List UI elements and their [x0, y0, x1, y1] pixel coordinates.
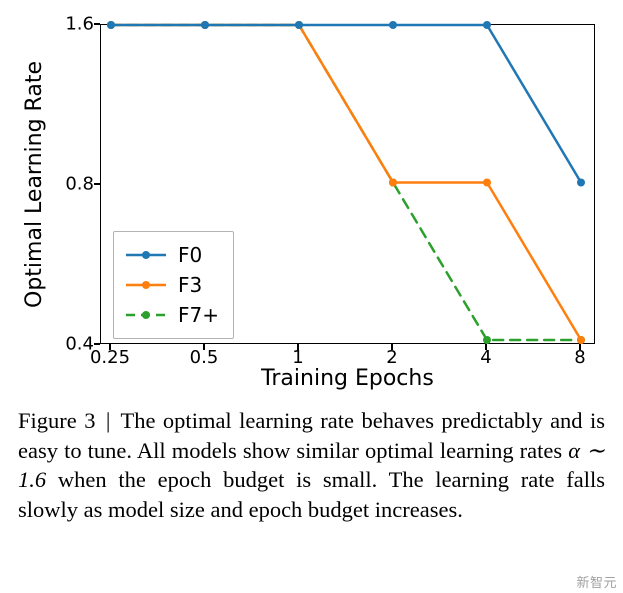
caption-label: Figure 3: [18, 408, 95, 433]
y-tick-mark: [94, 343, 100, 345]
x-tick-mark: [203, 344, 205, 350]
legend-label: F0: [178, 243, 202, 267]
x-tick-label: 1: [292, 347, 303, 368]
series-marker-F0: [295, 21, 303, 29]
y-tick-label: 0.4: [34, 333, 94, 354]
legend-swatch-icon: [124, 275, 168, 295]
legend-row-F7+: F7+: [124, 300, 219, 330]
x-tick-mark: [579, 344, 581, 350]
series-marker-F7+: [483, 336, 491, 344]
x-tick-label: 8: [574, 347, 585, 368]
x-tick-label: 4: [480, 347, 491, 368]
y-tick-mark: [94, 183, 100, 185]
x-tick-label: 0.5: [190, 347, 219, 368]
series-marker-F3: [483, 178, 491, 186]
caption-separator: |: [103, 408, 114, 433]
legend-label: F3: [178, 273, 202, 297]
legend-row-F0: F0: [124, 240, 219, 270]
figure-caption: Figure 3 | The optimal learning rate beh…: [18, 406, 605, 525]
legend-swatch-icon: [124, 305, 168, 325]
series-marker-F3: [389, 178, 397, 186]
x-tick-mark: [485, 344, 487, 350]
y-tick-mark: [94, 23, 100, 25]
series-marker-F0: [389, 21, 397, 29]
series-marker-F0: [577, 178, 585, 186]
series-marker-F3: [577, 336, 585, 344]
legend-row-F3: F3: [124, 270, 219, 300]
plot-area: F0 F3 F7+: [100, 24, 595, 344]
x-tick-label: 0.25: [90, 347, 130, 368]
legend: F0 F3 F7+: [113, 231, 234, 339]
y-tick-label: 0.8: [34, 173, 94, 194]
legend-swatch-icon: [124, 245, 168, 265]
x-tick-mark: [109, 344, 111, 350]
y-tick-label: 1.6: [34, 13, 94, 34]
series-marker-F0: [483, 21, 491, 29]
learning-rate-chart: Optimal Learning Rate F0F3F7+ Training E…: [18, 14, 605, 394]
x-tick-label: 2: [386, 347, 397, 368]
legend-label: F7+: [178, 303, 219, 327]
watermark: 新智元: [576, 572, 617, 591]
x-tick-mark: [391, 344, 393, 350]
x-tick-mark: [297, 344, 299, 350]
x-axis-label: Training Epochs: [100, 366, 595, 391]
series-marker-F0: [201, 21, 209, 29]
caption-text-2: when the epoch budget is small. The lear…: [18, 467, 605, 522]
series-marker-F0: [107, 21, 115, 29]
